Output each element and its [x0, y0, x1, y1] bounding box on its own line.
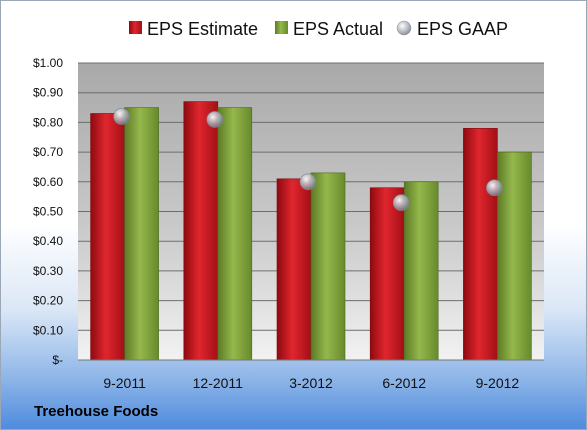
legend-label-estimate: EPS Estimate: [147, 19, 258, 39]
bar-eps-estimate: [276, 178, 312, 361]
bar-eps-estimate: [183, 101, 219, 361]
marker-eps-gaap: [486, 179, 503, 197]
marker-eps-gaap: [113, 108, 130, 125]
bars: [90, 101, 532, 361]
y-tick-label: $0.90: [33, 86, 63, 100]
y-tick-label: $0.20: [33, 294, 63, 308]
x-tick-label: 9-2011: [103, 375, 146, 391]
marker-eps-gaap: [206, 111, 224, 128]
bar-eps-estimate: [369, 187, 405, 361]
marker-eps-gaap: [299, 173, 317, 191]
y-axis-ticks: $- $0.10 $0.20 $0.30 $0.40 $0.50 $0.60 $0.70 $0.…: [33, 56, 63, 367]
legend-label-actual: EPS Actual: [293, 19, 383, 39]
y-tick-label: $0.60: [33, 175, 63, 189]
bar-eps-actual: [403, 181, 439, 361]
x-tick-label: 12-2011: [193, 375, 244, 391]
legend-swatch-actual: [275, 21, 288, 34]
x-tick-label: 3-2012: [289, 375, 333, 391]
y-tick-label: $0.70: [33, 145, 63, 159]
x-tick-label: 6-2012: [382, 375, 426, 391]
bar-eps-actual: [217, 107, 253, 361]
y-tick-label: $1.00: [33, 56, 63, 70]
y-tick-label: $-: [52, 353, 63, 367]
bar-eps-actual: [310, 172, 346, 361]
legend-label-gaap: EPS GAAP: [417, 19, 508, 39]
bar-eps-estimate: [463, 128, 498, 361]
y-tick-label: $0.40: [33, 234, 63, 248]
bar-eps-actual: [497, 151, 532, 361]
legend-swatch-estimate: [129, 21, 142, 34]
y-tick-label: $0.80: [33, 115, 63, 129]
y-tick-label: $0.30: [33, 264, 63, 278]
y-tick-label: $0.50: [33, 205, 63, 219]
legend-swatch-gaap: [396, 20, 412, 36]
company-name: Treehouse Foods: [34, 403, 159, 420]
x-axis-ticks: 9-2011 12-2011 3-2012 6-2012 9-2012: [103, 375, 519, 391]
bar-eps-estimate: [90, 113, 125, 361]
marker-eps-gaap: [392, 194, 410, 211]
x-tick-label: 9-2012: [476, 375, 520, 391]
y-tick-label: $0.10: [33, 323, 63, 337]
legend: EPS Estimate EPS Actual EPS GAAP: [129, 19, 508, 39]
gaap-markers: [113, 108, 503, 211]
bar-eps-actual: [124, 107, 159, 361]
